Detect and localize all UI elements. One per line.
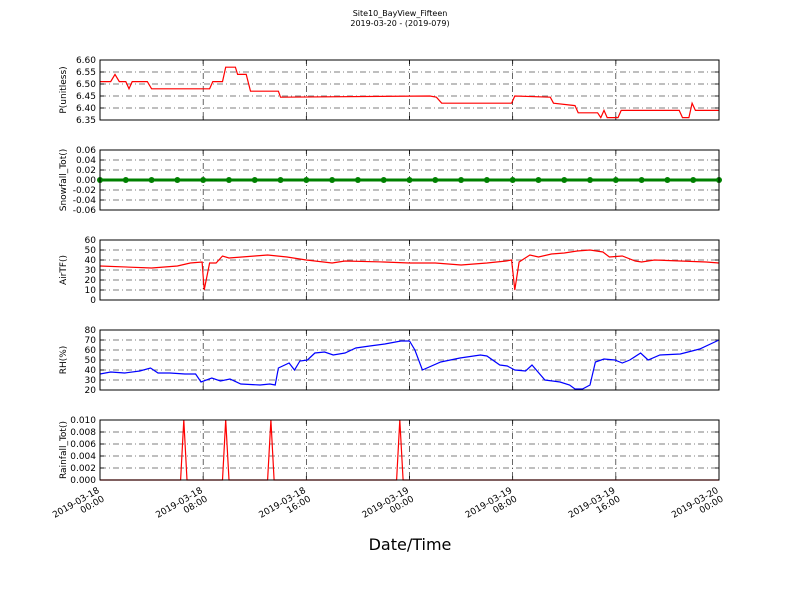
data-point <box>122 177 129 183</box>
data-point <box>587 177 594 183</box>
data-point <box>329 177 336 183</box>
y-axis-label: Rainfall_Tot() <box>59 421 69 479</box>
y-tick-label: -0.04 <box>73 196 97 206</box>
data-point <box>458 177 465 183</box>
y-tick-label: 0.002 <box>70 464 96 474</box>
axes-frame <box>99 419 720 481</box>
y-tick-label: 60 <box>85 236 97 246</box>
y-tick-label: 50 <box>85 356 97 366</box>
y-tick-label: 60 <box>85 346 97 356</box>
data-point <box>638 177 645 183</box>
x-axis-label: Date/Time <box>369 535 452 554</box>
y-tick-label: 0 <box>90 296 96 306</box>
data-point <box>483 177 490 183</box>
axes-frame <box>99 329 720 391</box>
y-tick-label: 10 <box>85 286 97 296</box>
y-axis-label: RH(%) <box>59 346 69 375</box>
y-tick-label: 0.004 <box>70 452 96 462</box>
y-tick-label: -0.02 <box>73 186 96 196</box>
axes-frame <box>99 239 720 301</box>
y-tick-label: 0.04 <box>76 156 96 166</box>
y-tick-label: 0.06 <box>76 146 96 156</box>
data-line <box>99 249 720 291</box>
y-axis-label: P(unitless) <box>59 66 69 113</box>
y-tick-label: 40 <box>85 366 97 376</box>
y-tick-label: 6.35 <box>76 116 96 126</box>
y-tick-label: 70 <box>85 336 97 346</box>
y-tick-label: 6.45 <box>76 92 96 102</box>
y-tick-label: 80 <box>85 326 97 336</box>
data-point <box>664 177 671 183</box>
data-line <box>99 339 720 390</box>
y-tick-label: 0.010 <box>70 416 96 426</box>
y-tick-label: 30 <box>85 266 97 276</box>
y-axis-label: AirTF() <box>59 255 69 285</box>
data-point <box>612 177 619 183</box>
data-point <box>380 177 387 183</box>
axes-frame <box>99 59 720 121</box>
data-point <box>535 177 542 183</box>
axes-frame <box>99 149 720 211</box>
data-line <box>100 66 719 119</box>
data-point <box>277 177 284 183</box>
y-tick-label: 0.006 <box>70 440 96 450</box>
y-tick-label: 30 <box>85 376 97 386</box>
y-tick-label: 6.55 <box>76 68 96 78</box>
figure-subtitle: 2019-03-20 - (2019-079) <box>350 19 449 28</box>
y-tick-label: -0.06 <box>73 206 97 216</box>
data-point <box>354 177 361 183</box>
y-tick-label: 6.50 <box>76 80 96 90</box>
data-point <box>690 177 697 183</box>
data-point <box>561 177 568 183</box>
data-point <box>200 177 207 183</box>
data-point <box>406 177 413 183</box>
y-axis-label: Snowfall_Tot() <box>59 149 69 212</box>
y-tick-label: 20 <box>85 276 97 286</box>
data-point <box>174 177 181 183</box>
data-point <box>509 177 516 183</box>
y-tick-label: 6.40 <box>76 104 96 114</box>
y-tick-label: 40 <box>85 256 97 266</box>
y-tick-label: 50 <box>85 246 97 256</box>
y-tick-label: 0.00 <box>76 176 96 186</box>
y-tick-label: 0.02 <box>76 166 96 176</box>
data-point <box>432 177 439 183</box>
y-tick-label: 6.60 <box>76 56 96 66</box>
y-tick-label: 20 <box>85 386 97 396</box>
data-point <box>148 177 155 183</box>
y-tick-label: 0.000 <box>70 476 96 486</box>
figure-title: Site10_BayView_Fifteen <box>353 9 448 18</box>
data-point <box>251 177 258 183</box>
y-tick-label: 0.008 <box>70 428 96 438</box>
data-point <box>225 177 232 183</box>
data-point <box>303 177 310 183</box>
